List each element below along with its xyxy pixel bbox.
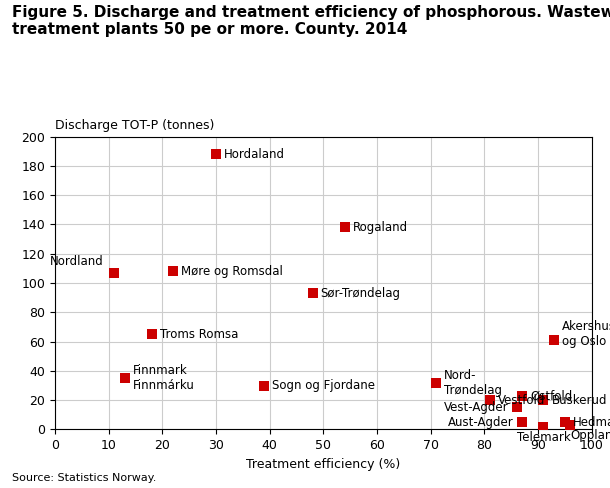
Text: Finnmark
Finnmárku: Finnmark Finnmárku (133, 364, 195, 392)
Point (560, 418, 570, 426)
Text: Østfold: Østfold (530, 389, 572, 402)
Point (307, 289, 317, 297)
Point (485, 396, 495, 404)
X-axis label: Treatment efficiency (%): Treatment efficiency (%) (246, 458, 400, 471)
Text: Discharge TOT-P (tonnes): Discharge TOT-P (tonnes) (55, 119, 214, 132)
Point (539, 396, 548, 404)
Point (517, 392, 527, 400)
Text: Telemark: Telemark (517, 431, 570, 444)
Text: Hordaland: Hordaland (224, 148, 285, 161)
Point (517, 418, 527, 426)
Text: Vestfold: Vestfold (498, 394, 545, 407)
Text: Nord-
Trøndelag: Nord- Trøndelag (444, 368, 502, 397)
Text: Vest-Agder: Vest-Agder (444, 401, 509, 414)
Point (539, 423, 548, 430)
Text: Oppland: Oppland (570, 429, 610, 443)
Text: Source: Statistics Norway.: Source: Statistics Norway. (12, 473, 157, 483)
Text: Troms Romsa: Troms Romsa (160, 328, 238, 341)
Point (565, 421, 575, 429)
Point (109, 269, 119, 277)
Text: Akershus
og Oslo: Akershus og Oslo (562, 320, 610, 348)
Point (259, 382, 269, 389)
Text: Buskerud: Buskerud (551, 394, 607, 407)
Text: Hedmark: Hedmark (573, 416, 610, 428)
Text: Rogaland: Rogaland (353, 221, 408, 234)
Text: Nordland: Nordland (49, 255, 103, 267)
Point (431, 379, 441, 386)
Text: Møre og Romsdal: Møre og Romsdal (181, 265, 283, 278)
Point (168, 267, 178, 275)
Text: Figure 5. Discharge and treatment efficiency of phosphorous. Wastewater
treatmen: Figure 5. Discharge and treatment effici… (12, 5, 610, 37)
Point (512, 404, 522, 411)
Text: Sogn og Fjordane: Sogn og Fjordane (272, 379, 375, 392)
Text: Aust-Agder: Aust-Agder (448, 416, 514, 428)
Point (120, 374, 129, 382)
Point (340, 224, 350, 231)
Point (146, 330, 156, 338)
Point (211, 150, 221, 158)
Point (549, 336, 559, 344)
Text: Sør-Trøndelag: Sør-Trøndelag (321, 287, 401, 300)
